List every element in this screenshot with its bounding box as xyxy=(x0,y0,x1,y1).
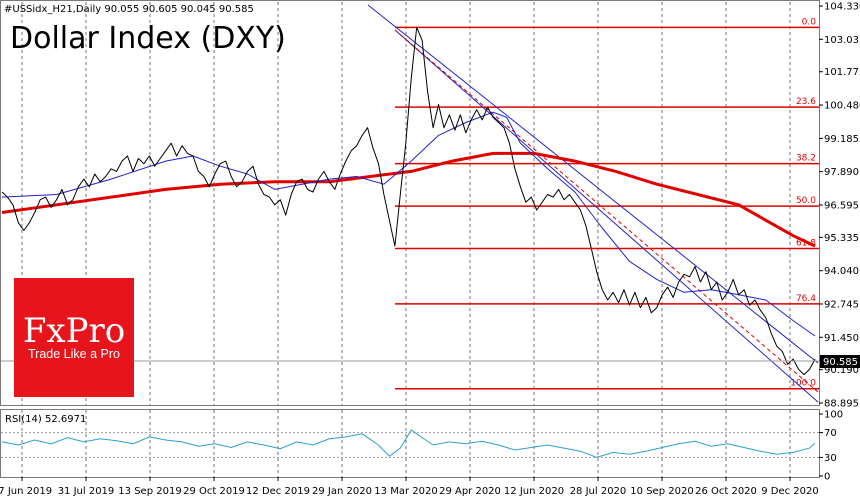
fib-level-label: 76.4 xyxy=(796,294,816,304)
logo-name: FxPro xyxy=(23,311,125,351)
fxpro-logo: FxPro Trade Like a Pro xyxy=(14,278,134,397)
time-tick-label: 26 Oct 2020 xyxy=(695,486,757,497)
price-tick-label: 92.745 xyxy=(824,299,859,310)
grid xyxy=(21,2,791,477)
fib-level-label: 23.6 xyxy=(796,97,816,107)
time-tick-label: 9 Dec 2020 xyxy=(761,486,819,497)
time-tick-label: 10 Sep 2020 xyxy=(630,486,693,497)
price-tick-label: 88.895 xyxy=(824,399,859,410)
logo-background xyxy=(14,278,134,397)
rsi-label: RSI(14) 52.6971 xyxy=(5,414,86,425)
rsi-tick-label: 100 xyxy=(824,410,843,421)
time-tick-label: 13 Mar 2020 xyxy=(374,486,437,497)
main-panel-frame xyxy=(0,0,820,406)
rsi-tick-label: 70 xyxy=(824,428,837,439)
current-price-label: 90.585 xyxy=(823,357,858,368)
time-tick-label: 13 Sep 2019 xyxy=(118,486,181,497)
rsi-layer xyxy=(1,429,819,458)
rsi-line xyxy=(1,429,816,458)
price-tick-label: 99.185 xyxy=(824,134,859,145)
time-tick-label: 12 Dec 2019 xyxy=(246,486,310,497)
slow-ma-line xyxy=(1,151,816,248)
price-tick-label: 95.335 xyxy=(824,233,859,244)
price-tick-label: 97.890 xyxy=(824,167,859,178)
channel-upper-line xyxy=(367,4,819,364)
time-tick-label: 31 Jul 2019 xyxy=(58,486,115,497)
price-axis: 104.330 103.035 101.775 100.480 99.185 97.890… xyxy=(1,2,860,410)
price-tick-label: 96.595 xyxy=(824,200,859,211)
rsi-panel-frame xyxy=(0,409,820,478)
fibonacci-levels: 0.0 23.6 38.2 50.0 61.8 76.4 100.0 xyxy=(395,17,819,390)
current-price-marker: 90.585 xyxy=(820,355,860,368)
price-tick-label: 103.035 xyxy=(824,35,860,46)
fib-level-label: 100.0 xyxy=(790,379,816,389)
logo-tagline: Trade Like a Pro xyxy=(28,347,120,361)
time-tick-label: 17 Jun 2019 xyxy=(0,486,52,497)
fib-level-label: 50.0 xyxy=(796,196,816,206)
fast-ma-line xyxy=(1,111,816,337)
time-tick-label: 28 Jul 2020 xyxy=(570,486,627,497)
channel-lower-line xyxy=(394,29,819,403)
series-layer xyxy=(1,26,816,376)
price-tick-label: 94.040 xyxy=(824,266,859,277)
trend-channel xyxy=(367,4,819,403)
price-tick-label: 100.480 xyxy=(824,101,860,112)
chart-title: Dollar Index (DXY) xyxy=(10,21,286,56)
rsi-tick-label: 0 xyxy=(824,472,830,483)
price-tick-label: 101.775 xyxy=(824,67,860,78)
channel-mid-dashed-line xyxy=(394,29,819,393)
fib-level-label: 0.0 xyxy=(802,17,817,27)
time-tick-label: 29 Apr 2020 xyxy=(439,486,501,497)
price-line xyxy=(1,26,816,376)
fib-level-label: 38.2 xyxy=(796,154,816,164)
rsi-tick-label: 30 xyxy=(824,453,837,464)
current-price-box xyxy=(820,355,860,368)
price-tick-label: 90.190 xyxy=(824,365,859,376)
price-tick-label: 104.330 xyxy=(824,2,860,13)
time-tick-label: 29 Oct 2019 xyxy=(183,486,245,497)
symbol-header: #USSidx_H21,Daily 90.055 90.605 90.045 9… xyxy=(4,4,254,15)
time-tick-label: 29 Jan 2020 xyxy=(312,486,372,497)
rsi-axis: 100 70 30 0 xyxy=(819,410,843,483)
price-tick-label: 91.450 xyxy=(824,333,859,344)
time-tick-label: 12 Jun 2020 xyxy=(504,486,564,497)
fib-level-label: 61.8 xyxy=(796,239,816,249)
